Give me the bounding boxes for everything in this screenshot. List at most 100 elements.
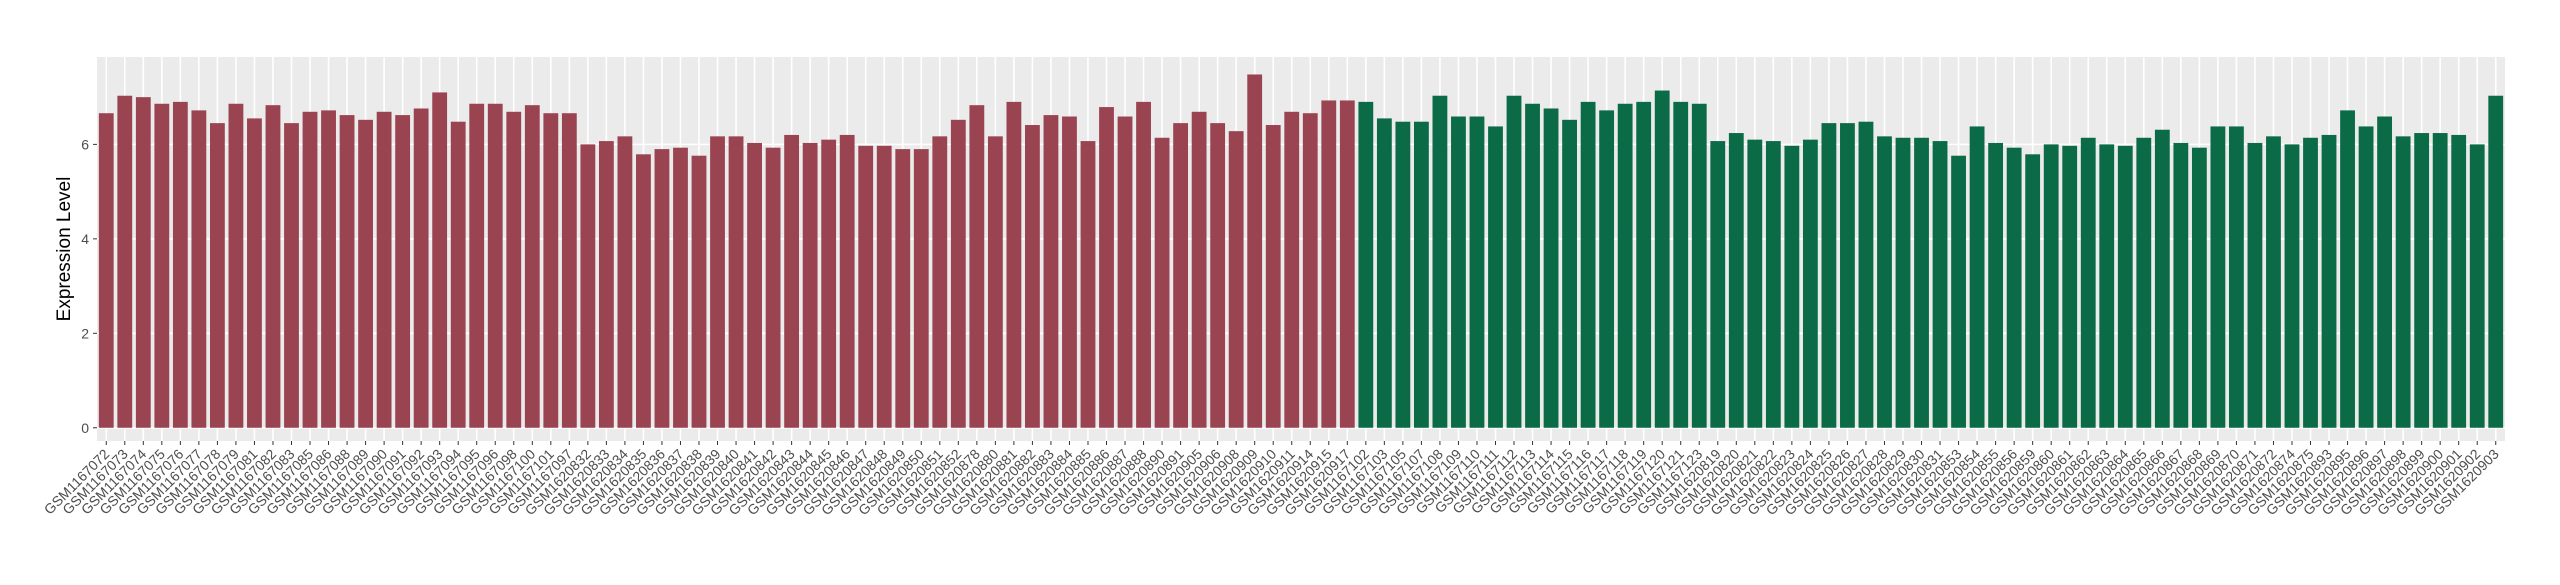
bar — [2321, 134, 2337, 428]
bar — [1765, 141, 1781, 428]
bar — [561, 113, 577, 428]
bar — [1728, 133, 1744, 428]
bar — [802, 142, 818, 428]
bar — [450, 121, 466, 428]
bar — [1617, 103, 1633, 428]
bar — [2340, 110, 2355, 428]
y-tick-label: 6 — [81, 136, 89, 152]
bar — [191, 110, 207, 428]
y-axis-title: Expression Level — [54, 177, 75, 322]
bar — [1877, 136, 1892, 428]
bar — [117, 95, 133, 428]
bar — [284, 123, 299, 428]
bar — [1988, 142, 2004, 428]
bar — [654, 149, 670, 428]
bar — [2117, 145, 2133, 428]
bar — [691, 155, 707, 428]
bar — [1395, 121, 1411, 428]
bar — [1525, 103, 1540, 428]
bar — [302, 111, 318, 428]
bar — [543, 113, 559, 428]
bar — [2025, 154, 2041, 428]
y-tick-label: 0 — [81, 420, 89, 436]
bar — [135, 97, 151, 428]
bar — [598, 141, 614, 428]
bar — [1265, 125, 1281, 428]
bar — [1006, 101, 1022, 428]
bar — [617, 136, 633, 428]
bar — [1895, 137, 1911, 428]
bar — [2451, 134, 2467, 428]
bar — [580, 144, 596, 428]
bar — [1562, 119, 1577, 428]
bar — [1543, 108, 1559, 428]
bar — [1599, 110, 1615, 428]
bar — [728, 136, 744, 428]
bar — [1228, 131, 1244, 428]
bar — [876, 145, 892, 428]
bar — [2303, 137, 2318, 428]
bar — [2006, 147, 2022, 428]
bar — [1062, 116, 1077, 428]
bar — [636, 154, 651, 428]
bar — [1784, 145, 1800, 428]
bar — [1488, 126, 1503, 428]
bar — [1451, 116, 1466, 428]
bar — [1710, 141, 1726, 428]
bar — [2377, 116, 2393, 428]
bar — [1080, 141, 1096, 428]
bar — [1284, 111, 1300, 428]
bar — [339, 115, 355, 428]
bar — [487, 103, 503, 428]
bar — [2414, 133, 2430, 428]
y-tick-label: 4 — [81, 231, 89, 247]
bar — [98, 113, 114, 428]
bar — [1339, 100, 1355, 428]
bar — [506, 111, 522, 428]
bar — [1914, 137, 1929, 428]
bar — [1321, 100, 1337, 428]
bar — [172, 101, 188, 428]
bar — [247, 118, 262, 428]
bar — [1691, 103, 1707, 428]
bar — [1413, 121, 1429, 428]
bar — [673, 147, 688, 428]
bar — [1191, 111, 1207, 428]
bar — [228, 103, 244, 428]
bar — [2266, 136, 2281, 428]
bar — [1043, 115, 1059, 428]
bar — [839, 134, 855, 428]
bar — [950, 119, 966, 428]
bar — [1376, 118, 1392, 428]
bar — [1136, 101, 1151, 428]
bar — [1858, 121, 1874, 428]
bar — [2358, 126, 2374, 428]
bar — [821, 139, 837, 428]
bar — [2488, 95, 2504, 428]
bar — [432, 92, 448, 428]
bar — [2284, 144, 2300, 428]
bar — [2210, 126, 2226, 428]
bar — [321, 110, 336, 428]
bar — [1802, 139, 1818, 428]
bar — [376, 111, 392, 428]
y-tick-label: 2 — [81, 325, 89, 341]
bar — [2173, 142, 2189, 428]
bar — [358, 119, 373, 428]
bar — [469, 103, 485, 428]
bar — [1932, 141, 1948, 428]
bar — [1840, 123, 1855, 428]
bar — [1747, 139, 1763, 428]
bar — [2191, 147, 2207, 428]
bar — [1969, 126, 1985, 428]
bar — [2229, 126, 2244, 428]
bar — [1506, 95, 1522, 428]
bar — [969, 105, 985, 428]
bar — [932, 136, 948, 428]
bar — [913, 149, 929, 428]
bar — [209, 123, 225, 428]
bar — [747, 142, 762, 428]
bar — [1673, 101, 1689, 428]
bar — [1951, 155, 1966, 428]
